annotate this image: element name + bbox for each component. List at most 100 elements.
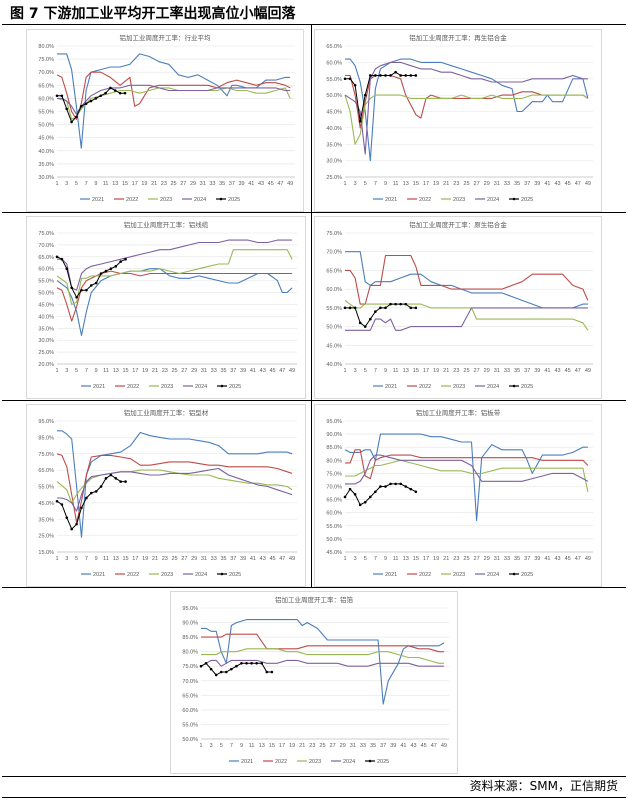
- chart-3-series-2025-point: [399, 302, 402, 306]
- chart-0-series-2025-point: [60, 94, 64, 98]
- chart-0-ytick-label: 35.0%: [38, 162, 54, 168]
- chart-3-xtick-label: 21: [443, 368, 449, 374]
- chart-5-ytick-label: 45.0%: [326, 550, 342, 556]
- chart-4-xtick-label: 45: [269, 556, 275, 562]
- chart-0-series-2025-point: [79, 104, 83, 108]
- chart-2-series-2025-point: [55, 255, 59, 259]
- chart-4-xtick-label: 29: [191, 556, 197, 562]
- chart-5-ytick-label: 65.0%: [326, 498, 342, 504]
- chart-6-xtick-label: 35: [370, 743, 376, 749]
- chart-2-xtick-label: 41: [250, 368, 256, 374]
- chart-1-xtick-label: 47: [575, 181, 581, 187]
- chart-4-xtick-label: 9: [95, 556, 98, 562]
- chart-2-xtick-label: 21: [152, 368, 158, 374]
- chart-0-xtick-label: 43: [258, 181, 264, 187]
- chart-2-xtick-label: 43: [260, 368, 266, 374]
- chart-3-series-2025-point: [389, 302, 392, 306]
- chart-2-series-2025-point: [80, 288, 83, 292]
- chart-1-series-2025-point: [374, 74, 377, 77]
- chart-4-series-2024-line: [57, 467, 293, 512]
- chart-4-series-2025-point: [80, 506, 83, 510]
- chart-6-xtick-label: 5: [220, 743, 223, 749]
- chart-4-xtick-label: 23: [162, 556, 168, 562]
- chart-0-series-2025-point: [75, 115, 78, 119]
- chart-6-xtick-label: 43: [411, 743, 417, 749]
- chart-5-legend-label-2021: 2021: [385, 572, 397, 578]
- chart-3-series-2025-point: [414, 306, 418, 310]
- chart-1-legend-label-2022: 2022: [419, 197, 431, 203]
- chart-6-legend-label-2025: 2025: [377, 759, 389, 765]
- chart-5-series-2025-point: [374, 490, 377, 494]
- chart-5-xtick-label: 13: [403, 556, 409, 562]
- chart-0-xtick-label: 19: [141, 181, 147, 187]
- chart-5-xtick-label: 21: [443, 556, 449, 562]
- chart-6-legend-label-2022: 2022: [275, 759, 287, 765]
- chart-3-xtick-label: 27: [474, 368, 480, 374]
- chart-3-xtick-label: 41: [544, 368, 550, 374]
- chart-1-series-2025-point: [414, 74, 418, 77]
- chart-4-series-2025-point: [99, 485, 103, 488]
- chart-5-series-2025-point: [343, 495, 347, 499]
- chart-1-xtick-label: 33: [504, 181, 510, 187]
- chart-0-xtick-label: 13: [112, 181, 118, 187]
- chart-0-xtick-label: 15: [122, 181, 128, 187]
- chart-4-series-2025-point: [94, 490, 98, 493]
- chart-5-legend-marker-2025: [512, 572, 516, 576]
- chart-6-series-2025-point: [214, 673, 218, 677]
- chart-5-series-2025-point: [414, 490, 418, 494]
- chart-0-xtick-label: 7: [85, 181, 88, 187]
- chart-5-ytick-label: 75.0%: [326, 471, 342, 477]
- chart-4-legend-label-2022: 2022: [127, 572, 139, 578]
- chart-5-xtick-label: 25: [463, 556, 469, 562]
- chart-0-xtick-label: 31: [200, 181, 206, 187]
- chart-1-xtick-label: 3: [354, 181, 357, 187]
- chart-0-ytick-label: 65.0%: [38, 83, 54, 89]
- chart-sheet-strip: 铝加工业周度开工率：铝板带 45.0% 50.0% 55.0% 60.0% 65.0% 70…: [326, 408, 593, 578]
- chart-1-ytick-label: 35.0%: [326, 142, 342, 148]
- chart-3-ytick-label: 50.0%: [326, 325, 342, 331]
- chart-panel-profile: 铝加工业周度开工率：铝型材 15.0% 25.0% 35.0% 45.0% 55.0% 65…: [26, 404, 306, 587]
- chart-2-xtick-label: 19: [142, 368, 148, 374]
- chart-6-series-2025-point: [230, 667, 233, 671]
- chart-2-series-2025-point: [104, 269, 108, 273]
- chart-3-series-2025-point: [394, 302, 397, 306]
- chart-5-ytick-label: 95.0%: [326, 419, 342, 425]
- chart-3-series-2025-point: [363, 325, 367, 328]
- chart-5-xtick-label: 41: [544, 556, 550, 562]
- chart-3-title: 铝加工业周度开工率：原生铝合金: [409, 220, 507, 229]
- chart-4-xtick-label: 35: [220, 556, 226, 562]
- chart-5-xtick-label: 23: [453, 556, 459, 562]
- chart-1-xtick-label: 43: [555, 181, 561, 187]
- chart-3-series-2025-point: [374, 310, 377, 313]
- chart-2-legend-label-2021: 2021: [93, 384, 105, 390]
- chart-3-xtick-label: 5: [364, 368, 367, 374]
- chart-6-xtick-label: 47: [431, 743, 437, 749]
- chart-6-xtick-label: 3: [210, 743, 213, 749]
- chart-2-xtick-label: 13: [113, 368, 119, 374]
- chart-2-ytick-label: 75.0%: [38, 231, 54, 237]
- chart-5-series-2024-line: [345, 454, 589, 485]
- chart-1-xtick-label: 23: [453, 181, 459, 187]
- chart-2-series-2025-point: [119, 260, 122, 263]
- chart-1-xtick-label: 35: [514, 181, 520, 187]
- chart-2-xtick-label: 11: [103, 368, 109, 374]
- chart-0-ytick-label: 40.0%: [38, 149, 54, 155]
- chart-1-series-2025-point: [343, 77, 347, 81]
- chart-6-legend-marker-2025: [368, 759, 372, 763]
- chart-6-xtick-label: 9: [240, 743, 243, 749]
- chart-2-legend-label-2022: 2022: [127, 384, 139, 390]
- chart-0-ytick-label: 80.0%: [38, 44, 54, 50]
- chart-1-ytick-label: 50.0%: [326, 93, 342, 99]
- chart-5-series-2025-point: [379, 485, 382, 488]
- chart-3-series-2025-point: [404, 302, 408, 306]
- chart-0-xtick-label: 37: [229, 181, 235, 187]
- chart-5-ytick-label: 60.0%: [326, 511, 342, 517]
- chart-4-ytick-label: 75.0%: [38, 452, 54, 458]
- chart-6-ytick-label: 75.0%: [182, 664, 198, 670]
- chart-1-xtick-label: 31: [494, 181, 500, 187]
- chart-3-legend-label-2024: 2024: [487, 384, 499, 390]
- chart-1-series-2024-line: [344, 61, 588, 155]
- chart-0-legend-label-2023: 2023: [160, 197, 172, 203]
- bottom-rule-1: [2, 776, 626, 777]
- chart-3-series-2024-line: [345, 307, 588, 331]
